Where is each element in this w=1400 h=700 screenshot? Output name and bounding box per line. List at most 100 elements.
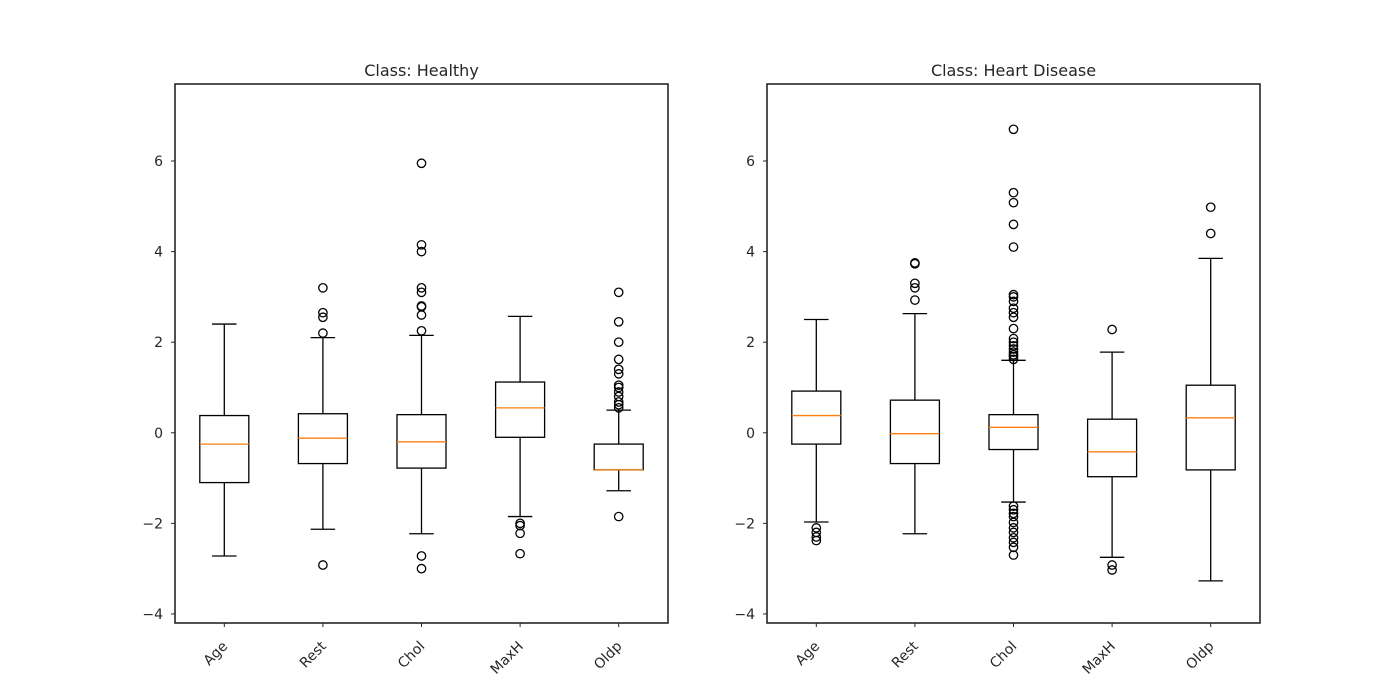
box-rest <box>297 282 349 570</box>
outlier-point <box>1008 296 1019 307</box>
outlier-point <box>416 563 427 574</box>
x-tick-label: MaxH <box>1080 639 1119 678</box>
box-rest <box>889 258 941 535</box>
chart-title: Class: Heart Disease <box>931 61 1096 80</box>
iqr-box <box>494 381 546 438</box>
iqr-box <box>199 414 250 484</box>
outlier-point <box>416 310 427 320</box>
iqr-box <box>791 390 842 445</box>
outlier-point <box>910 295 920 305</box>
x-tick-label: Chol <box>987 639 1020 672</box>
outlier-point <box>1008 197 1019 208</box>
box-age <box>791 318 842 546</box>
y-tick-label: −4 <box>142 607 163 623</box>
outlier-point <box>613 316 624 327</box>
iqr-box <box>593 443 644 471</box>
iqr-box <box>1086 418 1138 478</box>
outlier-point <box>1008 347 1019 357</box>
outlier-point <box>1107 565 1117 575</box>
outlier-point <box>1008 523 1019 533</box>
box-age <box>199 323 250 557</box>
outlier-point <box>1008 344 1019 354</box>
box-oldp <box>593 287 644 522</box>
outlier-point <box>1205 202 1216 213</box>
box-chol <box>988 124 1039 560</box>
x-tick-label: Rest <box>889 638 922 671</box>
x-tick-label: Age <box>793 639 823 669</box>
outlier-point <box>1008 307 1019 318</box>
outlier-point <box>318 328 328 338</box>
outlier-point <box>318 282 328 293</box>
outlier-point <box>1008 337 1019 348</box>
outlier-point <box>1008 187 1019 198</box>
outlier-point <box>1008 537 1019 548</box>
x-tick-label: Oldp <box>591 638 626 673</box>
x-tick-label: Age <box>201 639 231 669</box>
outlier-point <box>1008 504 1019 515</box>
x-tick-label: Oldp <box>1183 638 1218 673</box>
box-oldp <box>1185 202 1236 582</box>
outlier-point <box>613 380 624 391</box>
y-tick-label: 4 <box>746 245 755 261</box>
outlier-point <box>416 282 427 293</box>
outlier-point <box>1008 517 1019 528</box>
y-tick-label: −2 <box>734 516 755 532</box>
x-tick-label: Chol <box>395 639 428 672</box>
chart-panel-2: Class: Heart Disease −4 −2 0 2 4 6 Age Rest Chol M… <box>734 61 1261 678</box>
x-tick-label: Rest <box>297 638 330 671</box>
outlier-point <box>1008 303 1019 314</box>
outlier-point <box>613 354 624 365</box>
outlier-point <box>613 287 624 298</box>
outlier-point <box>1107 560 1117 570</box>
y-tick-label: 4 <box>154 245 163 261</box>
outlier-point <box>1008 124 1019 135</box>
box-chol <box>396 158 447 574</box>
box-maxh <box>494 315 546 559</box>
chart-panel-1: Class: Healthy −4 −2 0 2 4 6 Age Rest Chol MaxH Old… <box>142 61 669 678</box>
outlier-point <box>910 282 920 293</box>
outlier-point <box>1008 350 1019 360</box>
y-tick-label: 2 <box>154 335 163 351</box>
outlier-point <box>416 158 427 169</box>
y-tick-label: −2 <box>142 516 163 532</box>
outlier-point <box>1107 324 1117 335</box>
outlier-point <box>1008 340 1019 351</box>
outlier-point <box>1008 219 1019 230</box>
outlier-point <box>1008 511 1019 522</box>
outlier-point <box>318 312 328 323</box>
outlier-point <box>811 532 822 542</box>
box-maxh <box>1086 324 1138 575</box>
outlier-point <box>613 387 624 397</box>
outlier-point <box>416 246 427 257</box>
outlier-point <box>416 551 427 561</box>
outlier-point <box>1008 532 1019 543</box>
outlier-point <box>515 520 525 531</box>
y-tick-label: 0 <box>154 426 163 442</box>
outlier-point <box>1008 542 1019 553</box>
outlier-point <box>613 369 624 379</box>
outlier-point <box>1008 508 1019 519</box>
y-tick-label: −4 <box>734 607 755 623</box>
outlier-point <box>1008 312 1019 323</box>
outlier-point <box>1008 527 1019 538</box>
axes-frame <box>766 83 1261 624</box>
outlier-point <box>613 364 624 375</box>
iqr-box <box>1185 384 1236 471</box>
outlier-point <box>910 278 920 289</box>
outlier-point <box>416 287 427 298</box>
outlier-point <box>1205 228 1216 239</box>
x-tick-label: MaxH <box>488 639 527 678</box>
outlier-point <box>416 239 427 250</box>
iqr-box <box>889 399 941 465</box>
y-tick-label: 6 <box>154 154 163 170</box>
outlier-point <box>1008 242 1019 252</box>
outlier-point <box>910 258 920 268</box>
axes-frame <box>174 83 669 624</box>
outlier-point <box>515 528 525 539</box>
iqr-box <box>988 413 1039 451</box>
outlier-point <box>613 391 624 402</box>
outlier-point <box>318 307 328 318</box>
outlier-point <box>613 403 624 413</box>
outlier-point <box>613 511 624 522</box>
